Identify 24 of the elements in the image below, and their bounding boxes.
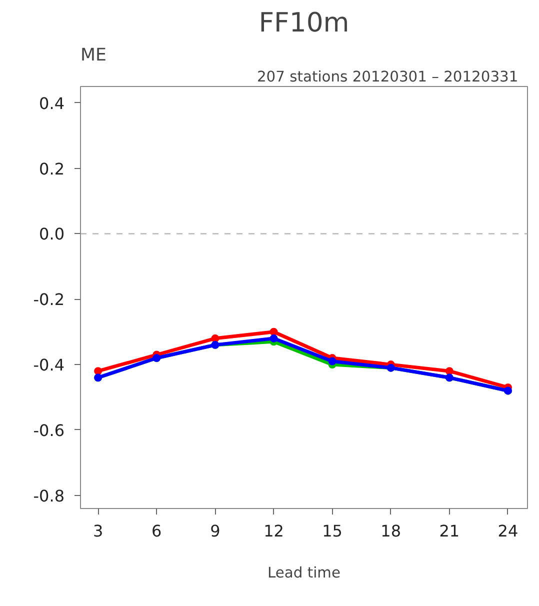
text: 207 stations 20120301 – 20120331 (256, 68, 518, 86)
point (211, 334, 220, 342)
y-tick-label: 0.0 (39, 224, 65, 244)
y-axis-title: ME (80, 46, 106, 66)
x-tick-label: 21 (439, 522, 460, 540)
x-axis-title: Lead time (268, 564, 340, 582)
x-tick-label: 18 (380, 522, 402, 540)
chart-title: FF10m (258, 8, 350, 38)
point (94, 367, 102, 376)
y-tick-label: -0.8 (33, 486, 64, 506)
y-tick-label: -0.2 (33, 290, 64, 310)
x-tick-label: 3 (92, 522, 104, 540)
y-tick-label: 0.4 (39, 94, 65, 113)
point (270, 334, 278, 342)
y-tick-label: -0.4 (33, 356, 64, 375)
x-tick-label: 24 (498, 522, 518, 540)
x-tick-label: 9 (210, 522, 220, 540)
y-tick-label: 0.2 (39, 159, 65, 178)
x-tick-label: 12 (264, 522, 284, 540)
point (328, 357, 336, 366)
point (445, 367, 454, 376)
y-tick-label: -0.6 (33, 420, 64, 440)
x-tick-label: 15 (322, 522, 342, 540)
x-tick-label: 6 (152, 522, 162, 540)
